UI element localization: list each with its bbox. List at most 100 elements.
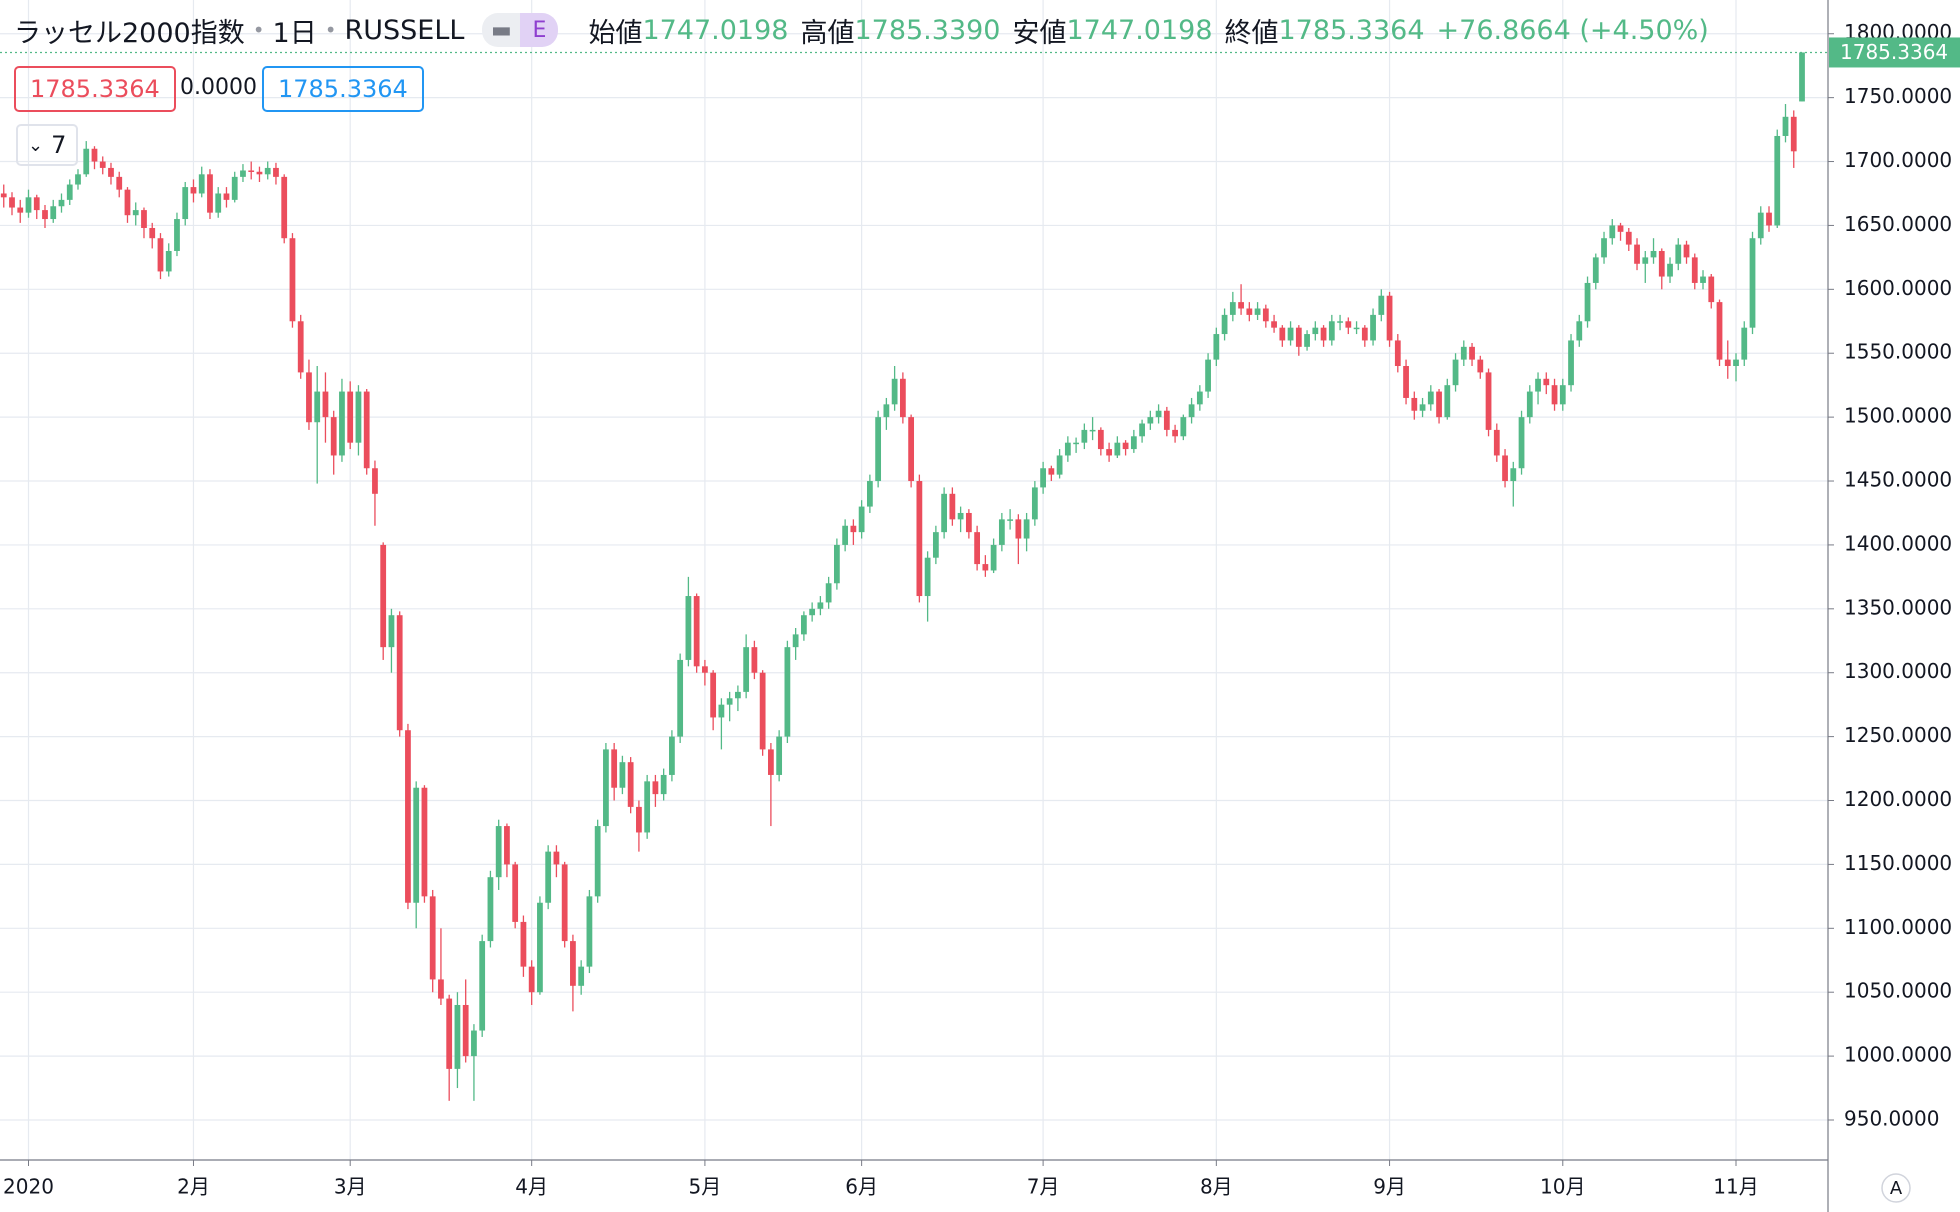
scale-mode: A [1890, 1178, 1903, 1199]
candle-body [974, 532, 981, 565]
candle-body [537, 902, 543, 993]
candle-body [1163, 410, 1170, 430]
candle-body [1799, 52, 1805, 102]
y-tick-label: 1650.0000 [1844, 212, 1952, 236]
candle-body [1601, 238, 1607, 258]
collapse-button[interactable]: ⌄ 7 [16, 124, 79, 166]
y-tick-label: 1450.0000 [1844, 468, 1952, 492]
open-value: 1747.0198 [642, 14, 789, 46]
y-tick-label: 1350.0000 [1844, 595, 1952, 619]
candle-body [1518, 417, 1525, 469]
candle-body [1403, 366, 1409, 398]
candle-body [1097, 429, 1104, 450]
candle-body [1782, 116, 1789, 136]
status-pill[interactable]: ▬ E [482, 13, 559, 47]
change: +76.8664 (+4.50%) [1436, 14, 1709, 46]
candle-body [1056, 455, 1063, 475]
candle-body [1221, 314, 1228, 335]
candle-body [619, 762, 626, 788]
candle-body [462, 1004, 469, 1057]
candle-body [339, 391, 345, 456]
candle-body [58, 199, 65, 207]
candle-body [17, 207, 24, 213]
candle-body [1229, 302, 1236, 315]
x-tick-label: 10月 [1540, 1175, 1585, 1199]
candle-body [611, 749, 618, 788]
candle-body [66, 184, 73, 200]
candle-body [223, 193, 230, 200]
candle-body [1526, 391, 1533, 418]
candle-body [1790, 116, 1797, 152]
candle-body [108, 167, 114, 177]
candle-body [1188, 404, 1195, 418]
candle-body [1155, 410, 1162, 418]
candle-body [1262, 308, 1269, 322]
candle-body [1386, 295, 1393, 341]
candle-body [372, 468, 378, 494]
y-tick-label: 1250.0000 [1844, 723, 1952, 747]
candle-body [586, 896, 593, 967]
candle-body [660, 774, 667, 795]
candle-body [380, 544, 387, 648]
candle-body [1757, 212, 1764, 239]
candle-body [1064, 442, 1071, 456]
candle-body [1015, 519, 1022, 539]
candle-body [759, 672, 766, 750]
candle-body [1271, 321, 1277, 328]
candle-body [1031, 487, 1038, 520]
y-tick-label: 1200.0000 [1844, 787, 1952, 811]
candle-body [25, 197, 32, 213]
symbol: RUSSELL [344, 14, 465, 46]
candle-body [899, 378, 906, 418]
candle-body [949, 493, 956, 520]
candle-body [363, 391, 370, 469]
y-tick-label: 1500.0000 [1844, 404, 1952, 428]
candle-body [165, 250, 172, 272]
candle-body [710, 672, 717, 718]
candle-body [941, 493, 948, 533]
candle-body [1304, 334, 1310, 347]
candle-body [1312, 327, 1319, 335]
candle-body [132, 210, 139, 216]
input-value: 0.0000 [180, 74, 257, 100]
interval[interactable]: 1日 [272, 17, 317, 49]
high-value: 1785.3390 [854, 14, 1001, 46]
x-tick-label: 8月 [1200, 1175, 1233, 1199]
minus-icon: ▬ [482, 13, 521, 47]
candle-body [1337, 321, 1343, 323]
x-tick-label: 9月 [1373, 1175, 1406, 1199]
candle-body [1196, 391, 1203, 405]
candle-body [50, 206, 57, 220]
candle-body [561, 864, 568, 942]
candle-body [512, 864, 519, 922]
candle-body [644, 781, 651, 833]
candle-body [215, 193, 222, 213]
candle-body [157, 238, 164, 272]
candle-body [1741, 327, 1748, 360]
candle-body [1667, 263, 1673, 277]
candle-body [833, 544, 840, 584]
candle-body [471, 1030, 477, 1057]
candle-body [1279, 327, 1286, 341]
y-tick-label: 1400.0000 [1844, 531, 1952, 555]
candle-body [1130, 436, 1137, 450]
candle-body [91, 148, 98, 162]
legend-header: ラッセル2000指数 • 1日 • RUSSELL ▬ E 始値 1747.01… [14, 8, 1709, 52]
candle-body [1172, 429, 1178, 437]
candle-body [281, 176, 288, 239]
candle-body [801, 615, 807, 635]
candle-body [438, 979, 444, 999]
candle-body [850, 525, 857, 533]
candle-body [916, 481, 923, 597]
candle-body [825, 583, 832, 603]
scale-button[interactable] [1881, 1173, 1911, 1203]
candle-body [124, 189, 131, 216]
candle-body [1576, 321, 1583, 341]
candle-body [702, 666, 708, 673]
input-box[interactable]: 1785.3364 [14, 66, 176, 112]
candle-body [891, 378, 898, 405]
candle-body [1559, 385, 1566, 405]
input-box[interactable]: 1785.3364 [262, 66, 424, 112]
candle-body [149, 227, 156, 239]
